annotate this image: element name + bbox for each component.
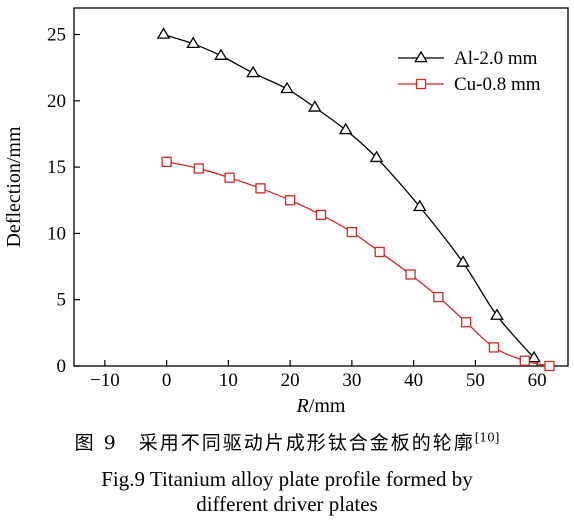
x-tick-label: 30 [342,370,361,391]
series-2-point [193,163,204,174]
plot-area: −10 0 10 20 30 40 50 60 0 5 10 15 20 25 R/mm Deflection… [3,7,569,417]
series-2-point [519,355,530,366]
x-axis-label: R/mm [296,395,346,417]
series-1-point [338,122,353,135]
series-1-point [280,81,294,94]
series-2-point [284,195,296,206]
x-tick-label: 40 [404,370,423,391]
series-1-point [456,255,470,267]
series-2-point [460,317,472,328]
series-line-2 [166,161,550,367]
x-axis-label-unit: /mm [309,395,346,417]
y-tick-label: 10 [47,223,66,244]
caption-chinese-text: 图 9 采用不同驱动片成形钛合金板的轮廓 [74,432,475,454]
deflection-chart: −10 0 10 20 30 40 50 60 0 5 10 15 20 25 R/mm Deflection… [3,7,569,417]
x-tick-label: −10 [90,370,120,391]
series-1-point [490,308,504,320]
y-tick-label: 0 [57,356,67,377]
series-1-point [186,36,201,49]
series-2-point [161,156,172,167]
x-tick-label: 60 [528,370,547,391]
series-1-point [369,150,384,163]
x-tick-label: 0 [162,370,172,391]
x-tick-label: 50 [466,370,485,391]
series-2-point [488,342,500,353]
series-2-point [224,172,235,183]
series-1-point [214,48,228,60]
x-axis-label-variable: R [296,395,309,417]
series-1-point [412,199,427,212]
series-1-point [527,350,541,363]
caption-reference: [10] [474,430,500,445]
x-tick-label: 20 [281,370,300,391]
legend-marker-2 [415,78,427,90]
y-tick-label: 25 [47,25,66,46]
series-2-point [405,269,416,280]
x-tick-label: 10 [219,370,238,391]
legend-label-2: Cu-0.8 mm [454,74,541,95]
series-2-point [315,209,327,220]
series-1-point [246,65,260,78]
y-axis-label: Deflection/mm [3,126,25,248]
series-1-point [307,100,322,112]
series-2-point [544,360,555,372]
y-tick-label: 5 [57,290,67,311]
plot-frame [73,7,569,367]
legend-marker-1 [414,50,428,63]
series-2-point [346,226,358,238]
caption-chinese: 图 9 采用不同驱动片成形钛合金板的轮廓[10] [0,428,574,455]
y-tick-label: 15 [47,157,66,178]
series-2-point [374,246,385,258]
caption-english-line2: different driver plates [196,492,378,516]
caption-english-line1: Fig.9 Titanium alloy plate profile forme… [101,467,473,491]
legend-label-1: Al-2.0 mm [454,48,538,69]
series-2-point [433,291,444,303]
y-tick-label: 20 [47,91,66,112]
series-1-point [156,27,171,39]
series-2-point [255,183,266,194]
